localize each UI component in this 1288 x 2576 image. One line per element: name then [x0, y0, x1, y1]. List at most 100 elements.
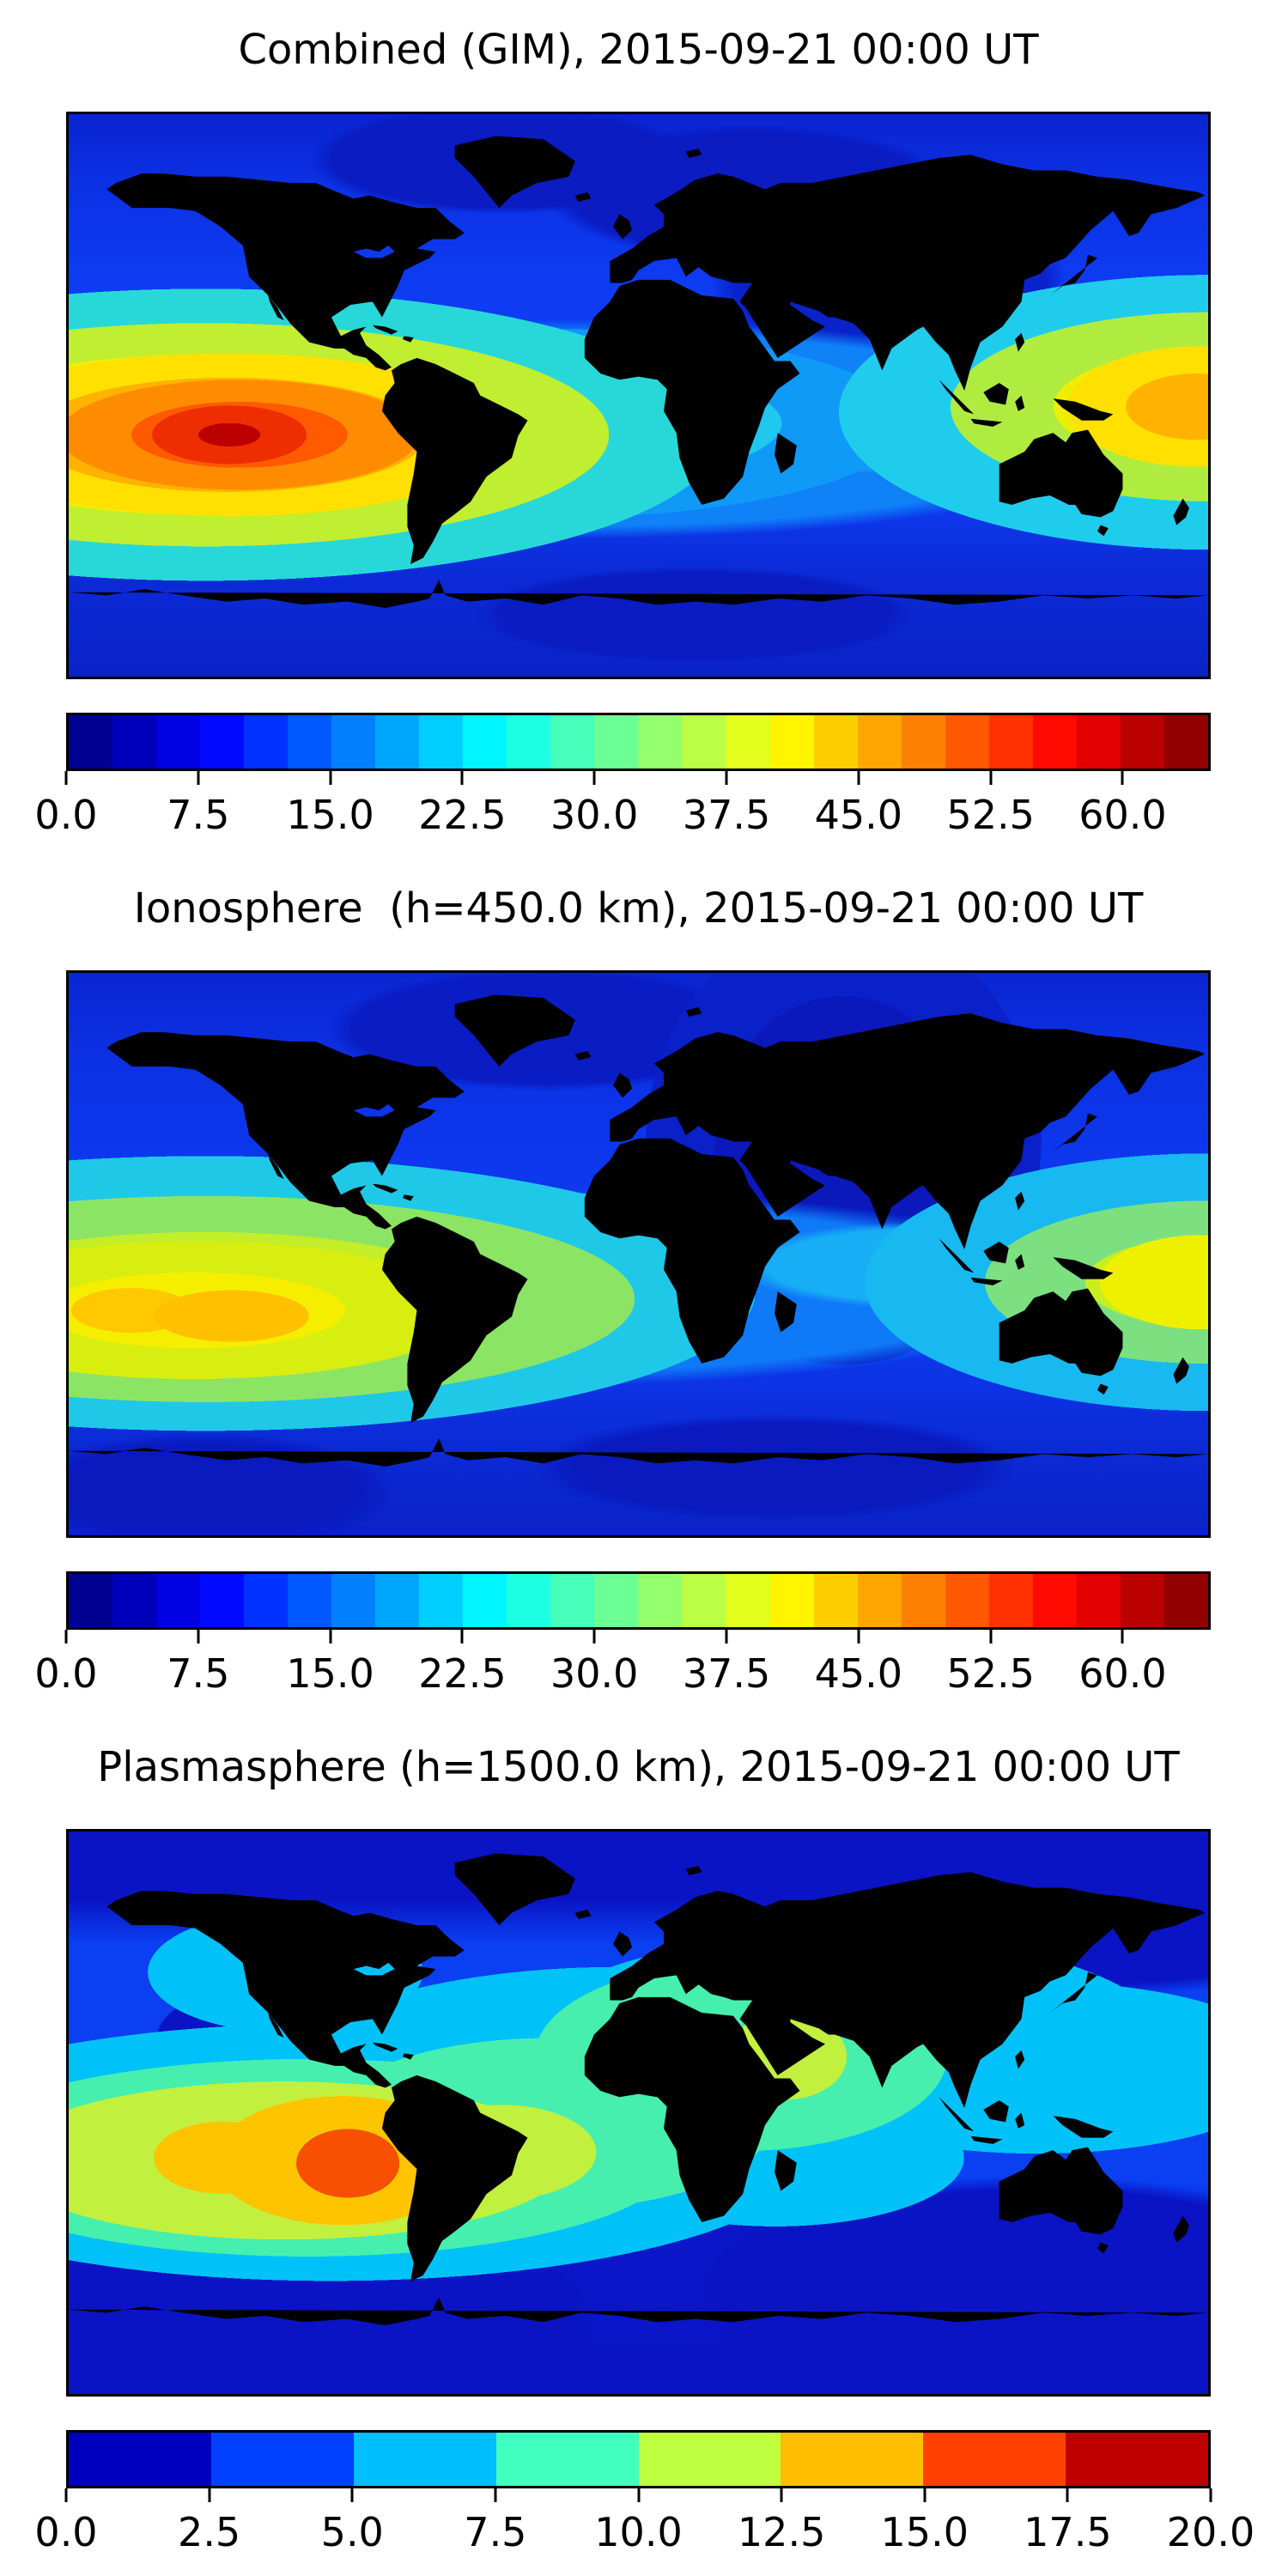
colorbar — [66, 713, 1211, 771]
colorbar-tick-label: 7.5 — [167, 792, 230, 838]
colorbar-segment — [1076, 1574, 1121, 1627]
colorbar-segment — [769, 1574, 814, 1627]
colorbar-segment — [1163, 715, 1208, 769]
colorbar-tick-label: 52.5 — [946, 1650, 1035, 1697]
colorbar-segment — [112, 1574, 157, 1627]
colorbar-tick — [780, 2488, 783, 2502]
colorbar-tick-label: 20.0 — [1166, 2509, 1255, 2555]
colorbar-segment — [419, 1574, 464, 1627]
colorbar-tick-label: 45.0 — [814, 792, 903, 838]
colorbar-segment — [244, 1574, 289, 1627]
colorbar-segment — [495, 2433, 639, 2486]
colorbar-segment — [210, 2433, 354, 2486]
colorbar — [66, 2430, 1211, 2488]
colorbar-tick-label: 15.0 — [880, 2509, 969, 2555]
colorbar-segment — [507, 715, 551, 769]
colorbar-segment — [594, 1574, 639, 1627]
colorbar-tick-label: 37.5 — [682, 792, 771, 838]
world-coastlines-icon — [69, 1853, 1208, 2325]
colorbar-segment — [1076, 715, 1121, 769]
colorbar-segment — [375, 715, 420, 769]
colorbar-tick — [637, 2488, 640, 2502]
colorbar-tick-label: 10.0 — [594, 2509, 683, 2555]
colorbar-tick-label: 60.0 — [1078, 792, 1167, 838]
colorbar-segment — [156, 715, 201, 769]
colorbar-tick — [208, 2488, 211, 2502]
colorbar-tick — [857, 1630, 860, 1643]
panel-title: Ionosphere (h=450.0 km), 2015-09-21 00:0… — [133, 884, 1144, 933]
colorbar-tick — [350, 2488, 354, 2502]
colorbar-tick-label: 0.0 — [34, 1650, 98, 1697]
panel-title: Combined (GIM), 2015-09-21 00:00 UT — [238, 26, 1039, 74]
colorbar-segment — [638, 1574, 683, 1627]
colorbar-tick-label: 2.5 — [178, 2509, 241, 2555]
colorbar-segment — [726, 715, 770, 769]
panel-plasmasphere: Plasmasphere (h=1500.0 km), 2015-09-21 0… — [0, 1717, 1288, 2576]
colorbar-tick-label: 60.0 — [1078, 1650, 1167, 1697]
colorbar-tick-label: 5.0 — [320, 2509, 384, 2555]
colorbar-ticks: 0.0 2.5 5.0 7.5 10.0 12.5 15.0 17.5 20.0 — [34, 2488, 1255, 2574]
colorbar-segment — [550, 715, 595, 769]
colorbar-segment — [331, 1574, 376, 1627]
colorbar-segment — [638, 2433, 781, 2486]
colorbar-segment — [857, 1574, 902, 1627]
colorbar-segment — [1120, 1574, 1164, 1627]
colorbar-segment — [244, 715, 289, 769]
colorbar-tick-label: 0.0 — [34, 792, 98, 838]
colorbar-tick — [989, 771, 993, 785]
colorbar-tick — [460, 1630, 464, 1643]
colorbar-tick — [64, 2488, 68, 2502]
colorbar-segment — [200, 1574, 245, 1627]
colorbar-tick — [725, 771, 728, 785]
colorbar-tick-label: 22.5 — [418, 1650, 507, 1697]
colorbar-segment — [331, 715, 376, 769]
colorbar-tick — [592, 1630, 596, 1643]
colorbar-tick-label: 7.5 — [464, 2509, 527, 2555]
colorbar-tick — [1121, 1630, 1124, 1643]
colorbar-segment — [112, 715, 157, 769]
colorbar-segment — [550, 1574, 595, 1627]
colorbar-segment — [769, 715, 814, 769]
panel-ionosphere: Ionosphere (h=450.0 km), 2015-09-21 00:0… — [0, 859, 1288, 1717]
colorbar-segment — [682, 715, 726, 769]
world-coastlines-icon — [69, 136, 1208, 608]
colorbar-tick-label: 22.5 — [418, 792, 507, 838]
colorbar-ticks: 0.0 7.5 15.0 22.5 30.0 37.5 45.0 52.5 60.0 — [34, 771, 1211, 857]
colorbar-tick-label: 0.0 — [34, 2509, 98, 2555]
colorbar-tick-label: 30.0 — [550, 1650, 639, 1697]
colorbar-segment — [419, 715, 464, 769]
colorbar-segment — [1120, 715, 1164, 769]
colorbar-tick — [329, 1630, 332, 1643]
colorbar-segment — [69, 715, 113, 769]
colorbar-segment — [594, 715, 639, 769]
world-coastlines-icon — [69, 994, 1208, 1467]
colorbar-tick — [592, 771, 596, 785]
colorbar-segment — [288, 1574, 332, 1627]
colorbar-segment — [813, 715, 858, 769]
colorbar-tick — [197, 771, 200, 785]
tec-map-combined — [66, 112, 1211, 679]
colorbar-segment — [988, 715, 1033, 769]
colorbar-tick — [1066, 2488, 1069, 2502]
panel-combined: Combined (GIM), 2015-09-21 00:00 UT 0.0 7… — [0, 0, 1288, 859]
colorbar-tick — [329, 771, 332, 785]
panel-title: Plasmasphere (h=1500.0 km), 2015-09-21 0… — [97, 1743, 1180, 1791]
colorbar-segment — [682, 1574, 726, 1627]
colorbar-segment — [69, 2433, 211, 2486]
colorbar-segment — [156, 1574, 201, 1627]
colorbar — [66, 1571, 1211, 1630]
colorbar-segment — [901, 715, 945, 769]
colorbar-segment — [1032, 1574, 1077, 1627]
colorbar-tick — [64, 771, 68, 785]
colorbar-tick — [494, 2488, 497, 2502]
tec-map-ionosphere — [66, 970, 1211, 1538]
colorbar-tick-label: 17.5 — [1024, 2509, 1112, 2555]
colorbar-segment — [988, 1574, 1033, 1627]
colorbar-segment — [463, 1574, 507, 1627]
colorbar-segment — [69, 1574, 113, 1627]
colorbar-tick-label: 15.0 — [286, 1650, 374, 1697]
colorbar-ticks: 0.0 7.5 15.0 22.5 30.0 37.5 45.0 52.5 60.0 — [34, 1630, 1211, 1716]
colorbar-segment — [901, 1574, 945, 1627]
colorbar-segment — [1066, 2433, 1208, 2486]
colorbar-tick-label: 15.0 — [286, 792, 374, 838]
